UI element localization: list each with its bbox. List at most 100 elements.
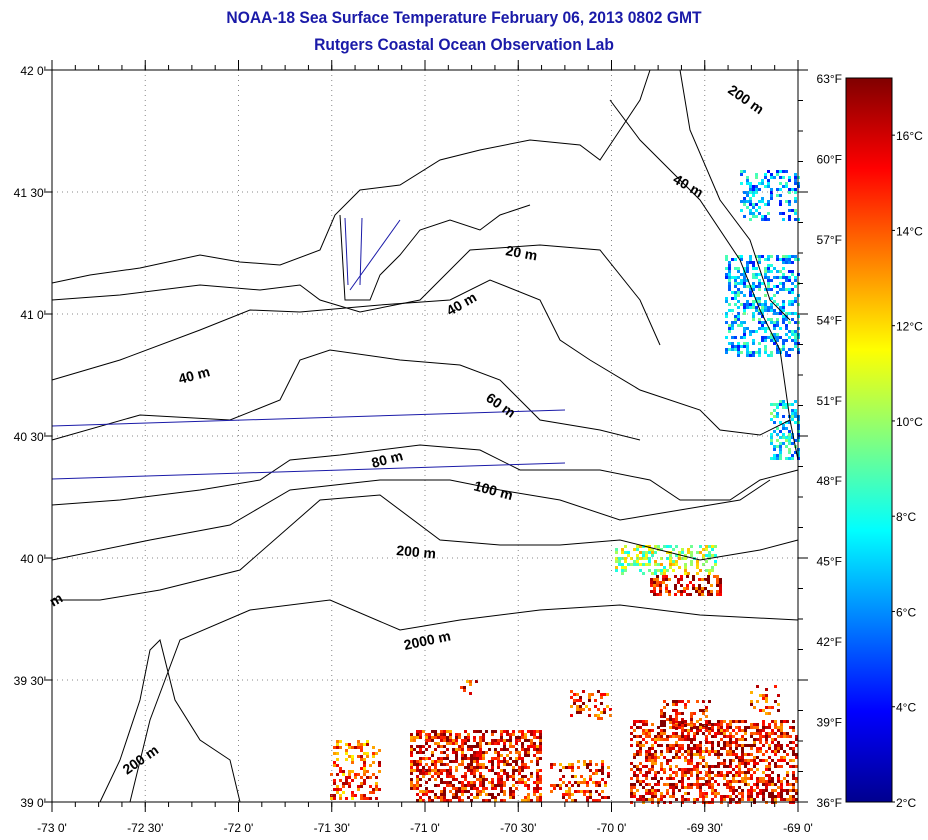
sst-pixel <box>618 557 621 560</box>
sst-pixel <box>770 433 773 436</box>
contour-label: 100 m <box>472 477 514 503</box>
sst-pixel <box>443 769 446 772</box>
sst-pixel <box>639 750 642 753</box>
lat-label: 41 0' <box>20 308 46 322</box>
sst-pixel <box>630 792 633 795</box>
sst-pixel <box>669 750 672 753</box>
sst-pixel <box>792 765 795 768</box>
sst-pixel <box>518 754 521 757</box>
sst-pixel <box>630 783 633 786</box>
sst-pixel <box>539 733 542 736</box>
sst-pixel <box>788 276 791 279</box>
sst-pixel <box>497 739 500 742</box>
sst-pixel <box>770 403 773 406</box>
sst-pixel <box>536 730 539 733</box>
sst-pixel <box>345 797 348 800</box>
sst-pixel <box>711 798 714 801</box>
sst-pixel <box>693 798 696 801</box>
sst-pixel <box>627 563 630 566</box>
sst-pixel <box>765 712 768 715</box>
sst-pixel <box>666 789 669 792</box>
sst-pixel <box>410 733 413 736</box>
sst-pixel <box>503 748 506 751</box>
sst-pixel <box>452 739 455 742</box>
sst-pixel <box>464 739 467 742</box>
sst-pixel <box>791 436 794 439</box>
sst-pixel <box>770 436 773 439</box>
sst-pixel <box>735 780 738 783</box>
sst-pixel <box>425 757 428 760</box>
sst-pixel <box>539 769 542 772</box>
sst-pixel <box>597 708 600 711</box>
sst-pixel <box>479 784 482 787</box>
sst-pixel <box>735 774 738 777</box>
sst-pixel <box>660 798 663 801</box>
sst-pixel <box>746 194 749 197</box>
sst-pixel <box>749 197 752 200</box>
sst-pixel <box>363 770 366 773</box>
sst-pixel <box>774 789 777 792</box>
sst-pixel <box>674 593 677 596</box>
sst-pixel <box>773 300 776 303</box>
sst-pixel <box>589 769 592 772</box>
sst-pixel <box>782 403 785 406</box>
sst-pixel <box>749 288 752 291</box>
sst-pixel <box>698 578 701 581</box>
sst-pixel <box>515 763 518 766</box>
sst-pixel <box>714 554 717 557</box>
sst-pixel <box>756 777 759 780</box>
sst-pixel <box>753 726 756 729</box>
sst-pixel <box>794 279 797 282</box>
sst-pixel <box>764 288 767 291</box>
sst-pixel <box>684 735 687 738</box>
sst-pixel <box>642 554 645 557</box>
sst-pixel <box>767 282 770 285</box>
sst-pixel <box>669 566 672 569</box>
sst-pixel <box>419 757 422 760</box>
sst-pixel <box>794 312 797 315</box>
sst-pixel <box>767 354 770 357</box>
sst-pixel <box>764 258 767 261</box>
map-title: NOAA-18 Sea Surface Temperature February… <box>226 8 702 27</box>
sst-pixel <box>651 753 654 756</box>
sst-pixel <box>539 787 542 790</box>
sst-pixel <box>785 261 788 264</box>
sst-pixel <box>416 775 419 778</box>
sst-pixel <box>533 781 536 784</box>
sst-pixel <box>591 693 594 696</box>
sst-pixel <box>469 692 472 695</box>
sst-pixel <box>776 457 779 460</box>
lon-label: -72 30' <box>127 821 163 835</box>
sst-pixel <box>672 789 675 792</box>
sst-pixel <box>723 732 726 735</box>
sst-pixel <box>737 294 740 297</box>
sst-pixel <box>767 336 770 339</box>
sst-pixel <box>765 783 768 786</box>
sst-pixel <box>719 590 722 593</box>
sst-pixel <box>684 738 687 741</box>
sst-pixel <box>687 783 690 786</box>
sst-pixel <box>512 796 515 799</box>
sst-pixel <box>657 789 660 792</box>
sst-pixel <box>357 773 360 776</box>
contour-40m-east <box>609 99 799 461</box>
sst-pixel <box>419 760 422 763</box>
sst-pixel <box>758 351 761 354</box>
sst-pixel <box>527 784 530 787</box>
sst-pixel <box>410 763 413 766</box>
sst-pixel <box>550 784 553 787</box>
sst-pixel <box>794 255 797 258</box>
sst-pixel <box>494 784 497 787</box>
sst-pixel <box>571 793 574 796</box>
sst-pixel <box>759 750 762 753</box>
sst-pixel <box>734 345 737 348</box>
sst-pixel <box>437 784 440 787</box>
sst-pixel <box>559 784 562 787</box>
sst-pixel <box>425 772 428 775</box>
sst-pixel <box>440 733 443 736</box>
sst-pixel <box>777 709 780 712</box>
sst-pixel <box>488 742 491 745</box>
sst-pixel <box>795 765 798 768</box>
contour-label: 200 m <box>120 742 162 778</box>
sst-pixel <box>788 255 791 258</box>
